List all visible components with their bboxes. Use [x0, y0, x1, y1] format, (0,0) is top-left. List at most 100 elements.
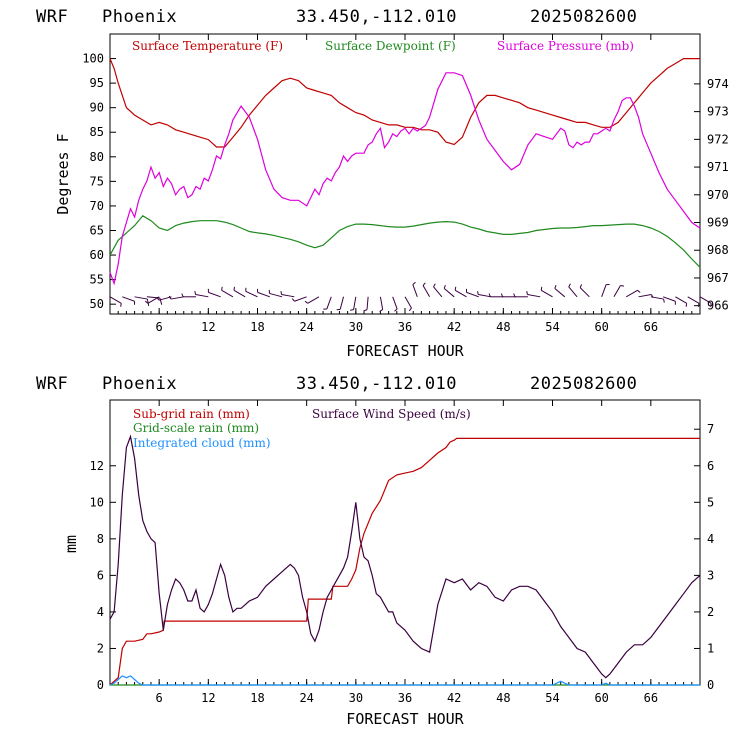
y-tick-label: 4 — [97, 605, 104, 619]
y2-tick-label: 6 — [707, 459, 714, 473]
panel2-x-axis: 6 12 18 24 30 36 42 48 54 60 66 — [117, 400, 693, 705]
wind-barb-flag — [443, 284, 446, 289]
wind-barb-staff — [339, 296, 345, 310]
panel2-series — [109, 434, 701, 686]
wind-barb-staff — [675, 296, 687, 304]
wind-barb — [554, 284, 566, 298]
x-tick-label: 66 — [644, 320, 658, 334]
x-tick-label: 48 — [496, 691, 510, 705]
panel1-y-axis-title: Degrees F — [54, 133, 72, 214]
x-tick-label: 60 — [594, 320, 608, 334]
x-tick-label: 6 — [156, 320, 163, 334]
wind-barb-staff — [650, 296, 664, 300]
y2-tick-label: 0 — [707, 678, 714, 692]
wind-barb-staff — [638, 294, 652, 298]
x-tick-label: 42 — [447, 320, 461, 334]
wind-barb-staff — [208, 291, 221, 298]
wind-barb-flag — [304, 300, 309, 304]
wind-barb-staff — [404, 296, 412, 309]
series-line-surface-temperature-f — [109, 58, 700, 148]
wind-barb-staff — [579, 287, 590, 298]
wind-barb-flag — [568, 283, 571, 288]
wind-barb-flag — [710, 303, 712, 307]
wind-barb — [181, 293, 197, 298]
x-tick-label: 18 — [250, 691, 264, 705]
x-tick-label: 6 — [156, 691, 163, 705]
wind-barb — [601, 284, 610, 297]
wind-barb-staff — [568, 286, 578, 298]
series-line-surface-wind-speed-m-s — [109, 434, 701, 679]
wind-barb-staff — [281, 294, 295, 298]
wind-barb-flag — [637, 289, 641, 293]
wind-barb-flag — [233, 286, 236, 291]
wind-barb-flag — [620, 285, 624, 287]
wind-barb-flag — [291, 298, 295, 302]
wind-barbs — [109, 281, 712, 312]
wind-barb-staff — [221, 289, 234, 298]
series-line-surface-pressure-mb — [109, 72, 701, 286]
panel2-station-label: Phoenix — [102, 374, 177, 394]
y-tick-label: 85 — [90, 125, 104, 139]
y2-tick-label: 971 — [707, 160, 729, 174]
y2-tick-label: 5 — [707, 495, 714, 509]
x-tick-label: 48 — [496, 320, 510, 334]
y-tick-label: 12 — [90, 459, 104, 473]
wind-barb-flag — [408, 307, 412, 312]
wind-barb-staff — [699, 296, 712, 304]
x-tick-label: 42 — [447, 691, 461, 705]
wind-barb — [336, 296, 345, 311]
y2-tick-label: 973 — [707, 105, 729, 119]
wind-barb-staff — [392, 296, 398, 310]
wind-barb-flag — [280, 291, 283, 295]
y-tick-label: 55 — [90, 273, 104, 287]
wind-barb — [350, 296, 357, 311]
y2-tick-label: 967 — [707, 271, 729, 285]
y-tick-label: 10 — [90, 495, 104, 509]
wind-barb — [465, 288, 479, 298]
wind-barb-flag — [394, 308, 398, 312]
y-tick-label: 90 — [90, 101, 104, 115]
wind-barb — [500, 293, 516, 298]
wind-barb — [323, 296, 332, 310]
y-tick-label: 8 — [97, 532, 104, 546]
y-tick-label: 60 — [90, 248, 104, 262]
wind-barb-flag — [579, 284, 583, 288]
wind-barb — [404, 296, 412, 312]
y2-tick-label: 2 — [707, 605, 714, 619]
wind-barb — [134, 296, 150, 307]
wind-barb — [392, 296, 398, 312]
wind-barb — [257, 288, 270, 298]
y-tick-label: 2 — [97, 641, 104, 655]
legend-subgrid-rain: Sub-grid rain (mm) — [133, 407, 250, 421]
series-line-sub-grid-rain-mm — [109, 437, 700, 686]
wind-barb — [245, 287, 258, 298]
legend-gridscale-rain: Grid-scale rain (mm) — [133, 421, 259, 435]
y2-tick-label: 972 — [707, 132, 729, 146]
wind-barb — [675, 296, 688, 307]
wind-barb-flag — [194, 291, 197, 295]
wind-barb-staff — [540, 289, 553, 298]
wind-barb — [443, 284, 455, 298]
wind-barb — [568, 283, 578, 298]
wind-barb — [477, 291, 492, 298]
wind-barb — [291, 296, 307, 302]
legend-integrated-cloud: Integrated cloud (mm) — [133, 436, 271, 450]
wind-barb-flag — [156, 297, 160, 301]
panel2-init-label: 2025082600 — [530, 374, 637, 394]
legend-surface-temperature: Surface Temperature (F) — [132, 39, 283, 53]
panel2-y-axis-title: mm — [62, 535, 80, 553]
y2-tick-label: 4 — [707, 532, 714, 546]
wind-barb — [122, 296, 136, 305]
wind-barb-staff — [233, 289, 246, 298]
wind-barb-staff — [134, 296, 148, 300]
wind-barb-flag — [159, 297, 163, 305]
wind-barb — [526, 291, 541, 298]
wind-barb-flag — [363, 309, 368, 312]
wind-barb — [625, 289, 641, 298]
wind-barb-flag — [146, 298, 150, 307]
wind-barb-flag — [181, 293, 184, 297]
panel2-x-axis-title: FORECAST HOUR — [346, 710, 464, 728]
wind-barb — [207, 288, 221, 298]
y-tick-label: 65 — [90, 223, 104, 237]
